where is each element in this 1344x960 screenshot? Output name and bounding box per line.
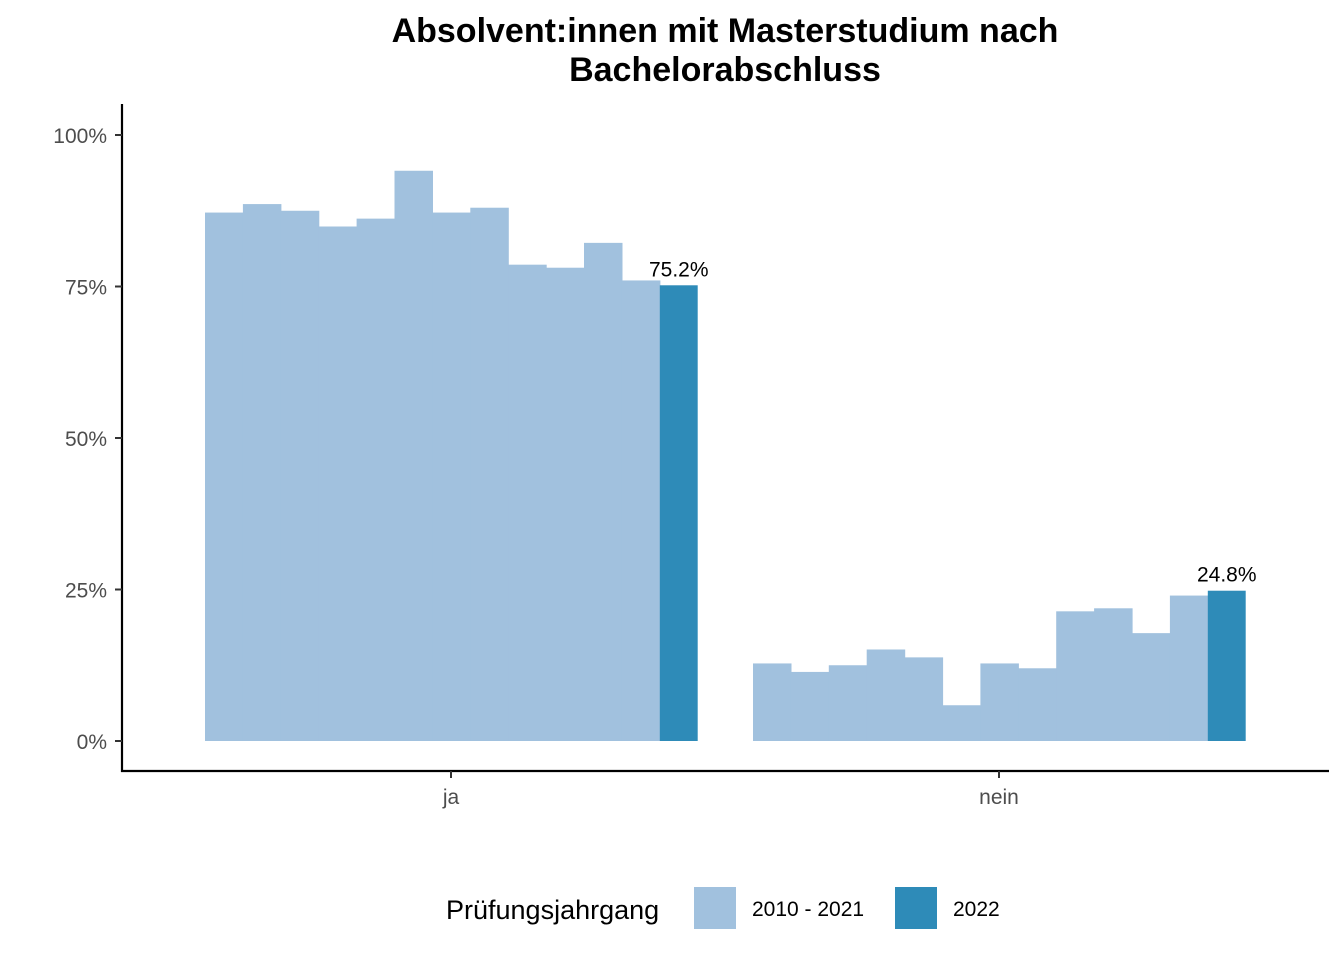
bar-nein-2014 — [904, 657, 944, 741]
bar-nein-2018 — [1056, 611, 1095, 741]
y-tick-label: 50% — [65, 428, 107, 451]
legend-label-2010-2021: 2010 - 2021 — [752, 898, 864, 921]
bar-nein-2021 — [1169, 595, 1209, 741]
bar-nein-2013 — [866, 649, 906, 741]
x-tick-label-ja: ja — [442, 786, 460, 809]
bar-nein-2012 — [828, 665, 868, 741]
y-tick-label: 0% — [77, 731, 107, 754]
legend-key-2022 — [895, 887, 937, 929]
bar-nein-2011 — [790, 671, 830, 741]
bar-nein-2019 — [1094, 608, 1133, 741]
chart-title-line-2: Bachelorabschluss — [569, 51, 881, 89]
bar-nein-2010 — [753, 663, 792, 741]
bar-ja-2018 — [508, 264, 547, 741]
bar-nein-2016 — [980, 663, 1019, 741]
bar-ja-2022 — [659, 285, 698, 741]
bar-layer — [205, 170, 1246, 742]
bar-nein-2017 — [1018, 668, 1057, 741]
bar-ja-2014 — [356, 218, 396, 741]
data-label-layer: 75.2% 24.8% — [649, 258, 1257, 586]
legend-title: Prüfungsjahrgang — [446, 895, 659, 925]
y-tick-label: 75% — [65, 277, 107, 300]
bar-nein-2020 — [1132, 633, 1171, 741]
bar-ja-2011 — [242, 204, 282, 741]
y-tick-layer: 0% 25% 50% 75% 100% — [53, 125, 122, 754]
bar-ja-2010 — [205, 212, 244, 741]
x-tick-layer: ja nein — [442, 771, 1019, 809]
chart-title-line-1: Absolvent:innen mit Masterstudium nach — [392, 12, 1059, 50]
data-label-ja-2022: 75.2% — [649, 258, 709, 281]
x-tick-label-nein: nein — [979, 786, 1019, 809]
data-label-nein-2022: 24.8% — [1197, 564, 1257, 587]
bar-ja-2012 — [280, 210, 320, 741]
bar-ja-2013 — [318, 226, 358, 741]
bar-ja-2017 — [470, 207, 509, 742]
bar-nein-2015 — [942, 705, 981, 741]
bar-ja-2021 — [621, 280, 661, 741]
legend: Prüfungsjahrgang 2010 - 2021 2022 — [446, 887, 1000, 929]
bar-nein-2022 — [1207, 590, 1246, 741]
legend-key-2010-2021 — [694, 887, 736, 929]
y-tick-label: 100% — [53, 125, 107, 148]
bar-ja-2019 — [546, 267, 585, 741]
bar-ja-2016 — [432, 212, 471, 741]
y-tick-label: 25% — [65, 580, 107, 603]
bar-ja-2015 — [394, 170, 433, 741]
legend-label-2022: 2022 — [953, 898, 1000, 921]
bar-ja-2020 — [584, 242, 623, 741]
